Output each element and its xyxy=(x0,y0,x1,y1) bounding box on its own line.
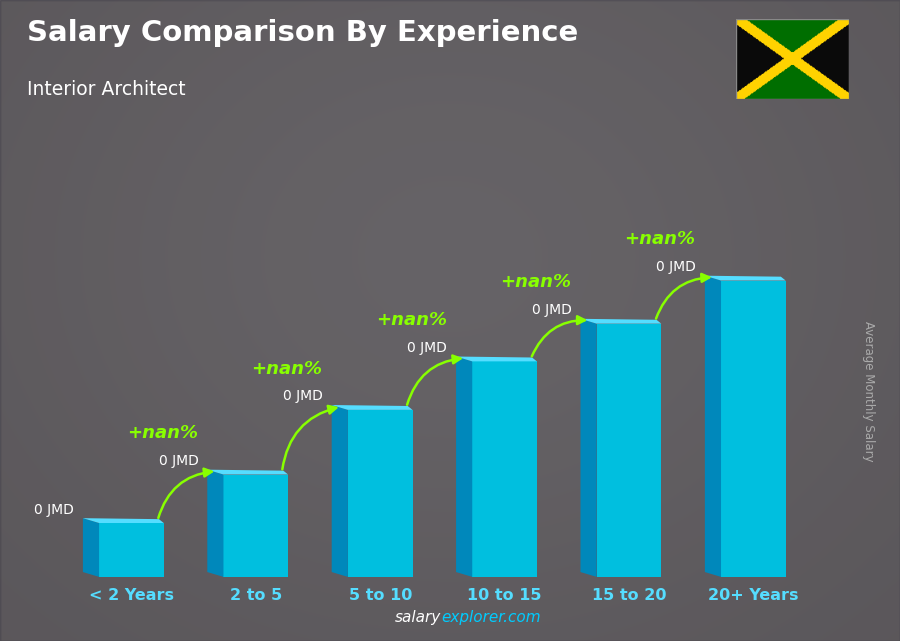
Text: Average Monthly Salary: Average Monthly Salary xyxy=(862,320,875,462)
Polygon shape xyxy=(456,356,537,362)
Polygon shape xyxy=(332,405,412,410)
Text: 0 JMD: 0 JMD xyxy=(158,454,199,468)
Text: +nan%: +nan% xyxy=(251,360,322,378)
Text: 0 JMD: 0 JMD xyxy=(656,260,696,274)
Text: +nan%: +nan% xyxy=(625,230,696,248)
Bar xyxy=(348,410,412,577)
Text: 0 JMD: 0 JMD xyxy=(408,341,447,355)
Polygon shape xyxy=(456,356,472,577)
Text: Interior Architect: Interior Architect xyxy=(27,80,185,99)
Polygon shape xyxy=(580,319,662,324)
Text: +nan%: +nan% xyxy=(127,424,198,442)
Polygon shape xyxy=(207,470,223,577)
Polygon shape xyxy=(705,276,786,281)
Polygon shape xyxy=(580,319,597,577)
Bar xyxy=(223,474,288,577)
Text: 0 JMD: 0 JMD xyxy=(284,389,323,403)
Polygon shape xyxy=(83,518,99,577)
Bar xyxy=(99,523,164,577)
Bar xyxy=(472,362,537,577)
Bar xyxy=(721,281,786,577)
Text: Salary Comparison By Experience: Salary Comparison By Experience xyxy=(27,19,578,47)
Bar xyxy=(597,324,662,577)
Polygon shape xyxy=(705,276,721,577)
Text: salary: salary xyxy=(395,610,441,625)
Polygon shape xyxy=(83,518,164,523)
Text: +nan%: +nan% xyxy=(376,311,446,329)
Polygon shape xyxy=(332,405,348,577)
Polygon shape xyxy=(207,470,288,474)
Text: 0 JMD: 0 JMD xyxy=(34,503,74,517)
Text: 0 JMD: 0 JMD xyxy=(532,303,572,317)
Text: +nan%: +nan% xyxy=(500,273,572,291)
Text: explorer.com: explorer.com xyxy=(441,610,541,625)
